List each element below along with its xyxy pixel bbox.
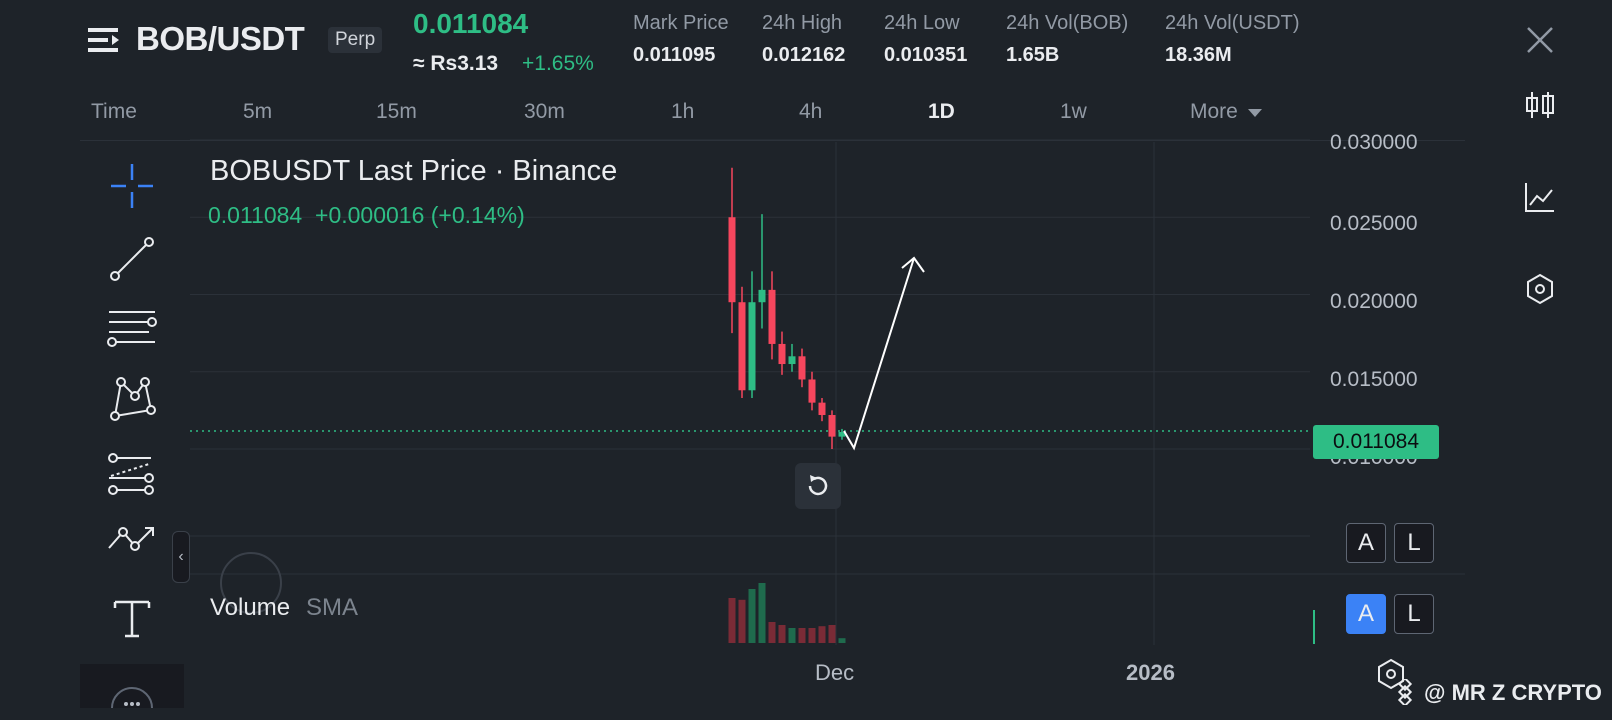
volume-bar — [738, 599, 746, 643]
horizontal-lines-icon[interactable] — [105, 306, 159, 356]
volume-label: Volume — [210, 594, 291, 621]
volume-bar — [778, 625, 786, 643]
volume-auto-scale-button[interactable]: A — [1346, 594, 1386, 634]
menu-icon[interactable] — [88, 26, 122, 54]
watermark: @ MR Z CRYPTO — [1424, 680, 1602, 705]
volume-bar — [818, 626, 826, 643]
trend-line-icon[interactable] — [105, 236, 159, 286]
legend-change: +0.000016 (+0.14%) — [315, 202, 525, 228]
current-price-tag: 0.011084 — [1313, 425, 1439, 459]
more-tools-bar[interactable] — [80, 664, 184, 709]
candle-body — [798, 356, 806, 380]
pair-symbol[interactable]: BOB/USDT — [136, 20, 305, 57]
volume-bar — [828, 625, 836, 643]
price-change-pct: +1.65% — [522, 52, 594, 75]
caret-down-icon — [1247, 109, 1262, 117]
chart-title: BOBUSDT Last Price · Binance — [210, 155, 618, 187]
candle-body — [788, 356, 796, 365]
stat-value-24h-vol-bob: 1.65B — [1006, 44, 1060, 66]
x-axis-label-2026: 2026 — [1126, 660, 1175, 685]
candle-body — [778, 343, 786, 365]
volume-bar — [748, 589, 756, 643]
tab-1h[interactable]: 1h — [671, 100, 695, 123]
candle-body — [748, 302, 756, 391]
stat-value-24h-vol-usdt: 18.36M — [1165, 44, 1232, 66]
stat-label-24h-vol-usdt: 24h Vol(USDT) — [1165, 12, 1300, 34]
volume-bar — [728, 598, 736, 643]
y-tick-label: 0.020000 — [1330, 290, 1418, 313]
candlestick-icon[interactable] — [1523, 88, 1557, 122]
tab-time[interactable]: Time — [91, 100, 137, 123]
hex-watermark-icon — [1378, 658, 1404, 690]
volume-bar — [808, 628, 816, 643]
log-scale-button[interactable]: L — [1394, 523, 1434, 563]
reset-chart-button[interactable] — [795, 463, 841, 509]
annotation-arrow-head — [901, 256, 925, 273]
y-tick-label: 0.025000 — [1330, 212, 1418, 235]
stat-label-24h-vol-bob: 24h Vol(BOB) — [1006, 12, 1129, 34]
x-axis-label-dec: Dec — [815, 660, 855, 685]
candle-body — [828, 415, 836, 437]
forecast-path-icon[interactable] — [105, 520, 159, 570]
stat-value-24h-high: 0.012162 — [762, 44, 846, 66]
pattern-icon[interactable] — [105, 376, 159, 426]
volume-bar — [838, 638, 846, 643]
stat-label-mark-price: Mark Price — [633, 12, 729, 34]
tab-1w[interactable]: 1w — [1060, 100, 1087, 123]
volume-bar — [768, 622, 776, 643]
tab-30m[interactable]: 30m — [524, 100, 565, 123]
annotation-arrow-line — [843, 257, 915, 451]
more-tools-icon — [111, 687, 153, 709]
tab-1d[interactable]: 1D — [928, 100, 955, 123]
sma-label: SMA — [306, 594, 359, 621]
tab-5m[interactable]: 5m — [243, 100, 273, 123]
stat-value-mark-price: 0.011095 — [633, 44, 716, 66]
volume-bar — [798, 628, 806, 643]
y-tick-label: 0.030000 — [1330, 131, 1418, 154]
chart-legend: 0.011084 +0.000016 (+0.14%) — [208, 202, 525, 229]
settings-hex-icon[interactable] — [1523, 272, 1557, 306]
candle-body — [758, 289, 766, 303]
fib-channel-icon[interactable] — [105, 452, 159, 502]
tab-15m[interactable]: 15m — [376, 100, 417, 123]
close-icon[interactable] — [1524, 24, 1556, 56]
collapse-toolbar-button[interactable]: ‹ — [172, 531, 190, 583]
stat-label-24h-high: 24h High — [762, 12, 843, 34]
legend-price: 0.011084 — [208, 202, 303, 228]
volume-bar — [788, 628, 796, 643]
tab-more[interactable]: More — [1190, 100, 1262, 124]
tv-logo-ring — [220, 552, 282, 614]
candle-body — [838, 432, 846, 437]
volume-bar — [758, 583, 766, 643]
tab-4h[interactable]: 4h — [799, 100, 823, 123]
volume-log-scale-button[interactable]: L — [1394, 594, 1434, 634]
reset-icon — [808, 475, 828, 496]
indicator-chart-icon[interactable] — [1523, 180, 1557, 214]
text-tool-icon[interactable] — [105, 594, 159, 644]
y-tick-label: 0.015000 — [1330, 368, 1418, 391]
candle-body — [808, 379, 816, 403]
auto-scale-button[interactable]: A — [1346, 523, 1386, 563]
stat-label-24h-low: 24h Low — [884, 12, 960, 34]
crosshair-icon[interactable] — [105, 162, 159, 212]
candle-body — [738, 302, 746, 391]
inr-price: ≈ Rs3.13 — [413, 52, 499, 75]
binance-logo-icon — [1397, 679, 1413, 705]
contract-type-badge: Perp — [328, 27, 383, 53]
last-price: 0.011084 — [413, 8, 529, 39]
candle-body — [768, 289, 776, 344]
candle-body — [728, 217, 736, 303]
tab-more-label: More — [1190, 100, 1238, 123]
candle-body — [818, 402, 826, 416]
stat-value-24h-low: 0.010351 — [884, 44, 968, 66]
